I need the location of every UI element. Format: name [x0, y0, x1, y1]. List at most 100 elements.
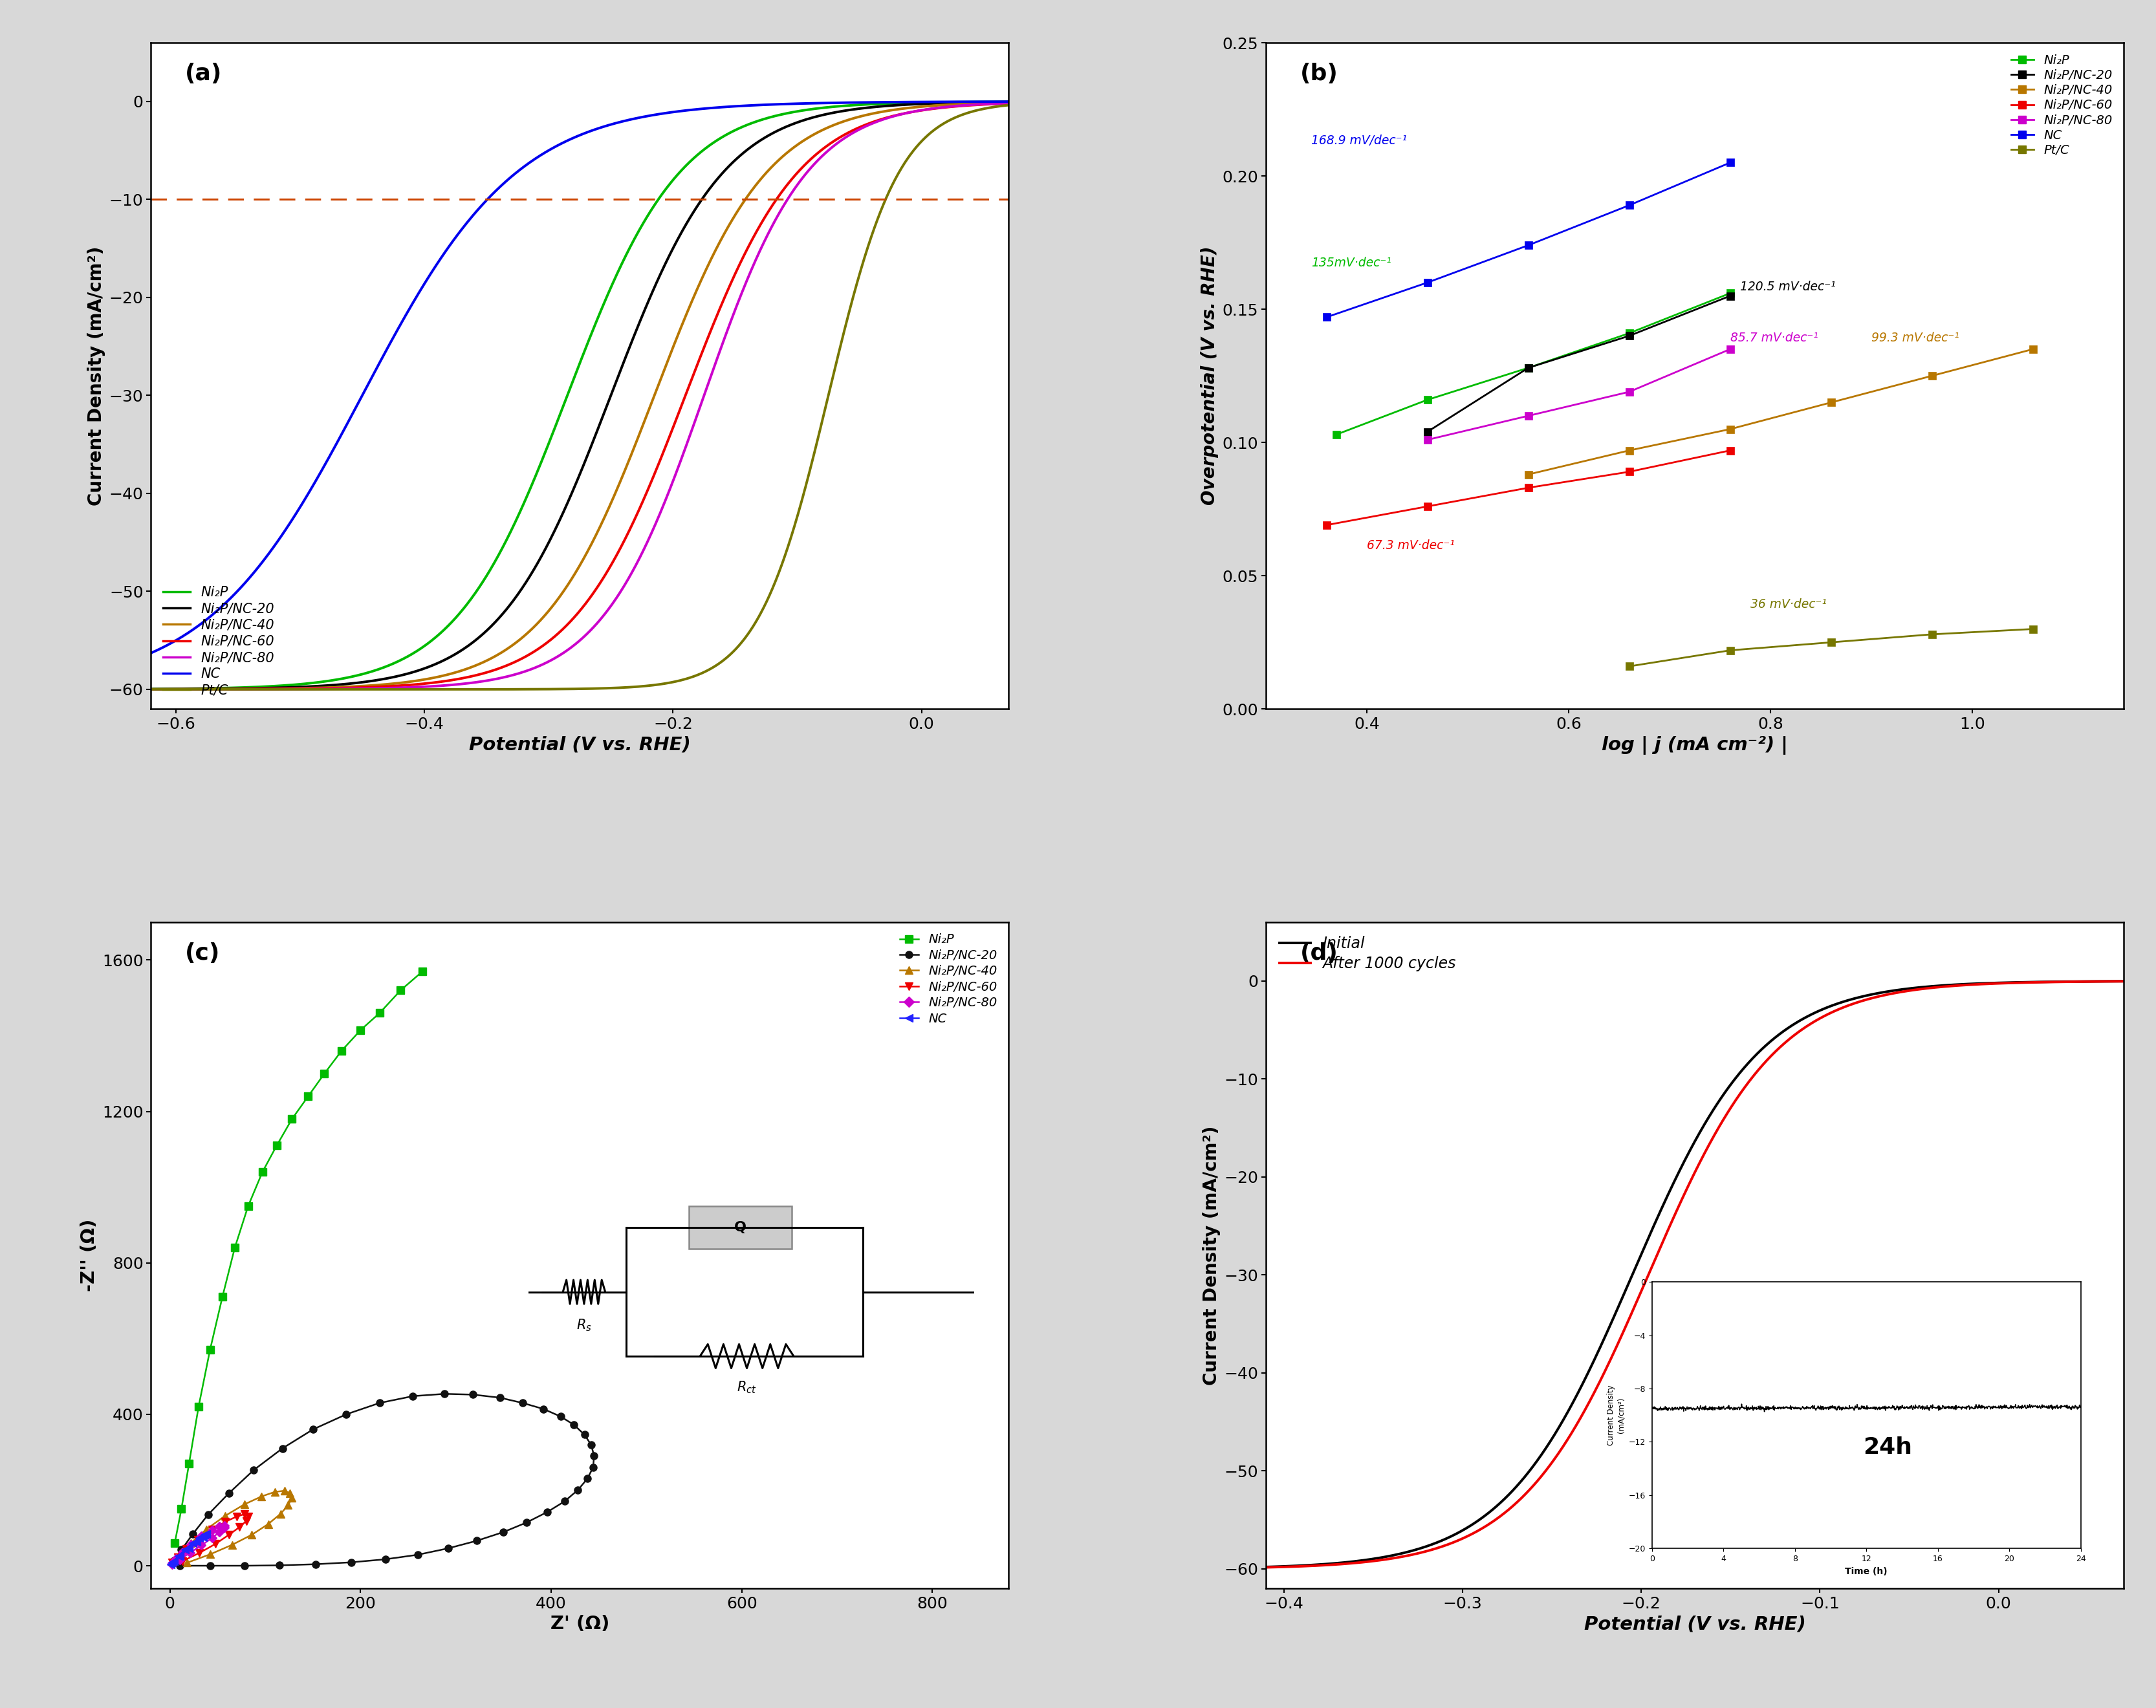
Pt/C — [2020, 618, 2046, 639]
Y-axis label: Current Density (mA/cm²): Current Density (mA/cm²) — [1203, 1126, 1220, 1385]
Ni₂P/NC-20 — [580, 1457, 606, 1477]
Ni₂P/NC-40 — [179, 1532, 205, 1553]
Ni₂P — [970, 92, 996, 113]
Ni₂P — [1324, 424, 1350, 444]
Ni₂P — [222, 1238, 248, 1259]
Ni₂P/NC-60 — [233, 1512, 259, 1532]
Ni₂P/NC-20 — [1516, 357, 1542, 377]
NC — [177, 1539, 203, 1559]
Pt/C — [1617, 656, 1643, 676]
Ni₂P/NC-80 — [166, 1549, 192, 1570]
Ni₂P/NC-60 — [211, 1512, 237, 1532]
Pt/C — [1919, 623, 1945, 644]
Ni₂P/NC-80 — [160, 1554, 185, 1575]
Line: After 1000 cycles: After 1000 cycles — [1248, 982, 2124, 1568]
Ni₂P — [295, 1086, 321, 1107]
Initial — [2111, 970, 2137, 991]
Ni₂P/NC-40 — [166, 1544, 192, 1565]
X-axis label: Potential (V vs. RHE): Potential (V vs. RHE) — [1585, 1616, 1807, 1633]
Ni₂P/NC-20 — [401, 1385, 427, 1406]
Ni₂P/NC-20 — [578, 1435, 604, 1455]
Text: 168.9 mV/dec⁻¹: 168.9 mV/dec⁻¹ — [1311, 135, 1408, 147]
Ni₂P/NC-60 — [203, 1534, 229, 1554]
Ni₂P/NC-20 — [813, 104, 839, 125]
Ni₂P/NC-40 — [248, 1486, 274, 1506]
Initial — [2085, 972, 2111, 992]
Line: Initial: Initial — [1248, 980, 2124, 1568]
Y-axis label: Current Density (mA/cm²): Current Density (mA/cm²) — [88, 246, 106, 506]
Ni₂P/NC-60 — [170, 1551, 196, 1571]
Ni₂P/NC-60 — [198, 1520, 224, 1541]
Ni₂P/NC-40 — [196, 1544, 222, 1565]
Ni₂P/NC-20 — [554, 492, 580, 512]
Ni₂P/NC-80 — [207, 1517, 233, 1537]
NC — [554, 130, 580, 150]
Ni₂P/NC-80 — [188, 1535, 213, 1556]
NC — [192, 1525, 218, 1546]
Ni₂P/NC-60 — [224, 1506, 250, 1527]
Y-axis label: Overpotential (V vs. RHE): Overpotential (V vs. RHE) — [1201, 246, 1218, 506]
X-axis label: Potential (V vs. RHE): Potential (V vs. RHE) — [468, 736, 690, 753]
Ni₂P/NC-60 — [1414, 497, 1440, 518]
Line: Ni₂P: Ni₂P — [170, 968, 427, 1547]
Ni₂P/NC-60 — [1716, 441, 1742, 461]
NC — [1716, 152, 1742, 173]
After 1000 cycles — [1235, 1558, 1261, 1578]
Ni₂P/NC-40 — [1516, 465, 1542, 485]
After 1000 cycles — [1639, 1259, 1664, 1279]
Ni₂P/NC-40 — [254, 1513, 280, 1534]
Ni₂P — [328, 1040, 354, 1061]
Line: NC: NC — [151, 102, 1009, 652]
NC — [970, 92, 996, 113]
Ni₂P — [177, 1454, 203, 1474]
NC — [188, 1527, 213, 1547]
Ni₂P — [168, 1498, 194, 1518]
Ni₂P/NC-40 — [1818, 393, 1843, 413]
Ni₂P/NC-40 — [138, 680, 164, 700]
Ni₂P/NC-60 — [164, 1547, 190, 1568]
Ni₂P/NC-20 — [970, 92, 996, 113]
Pt/C — [533, 678, 558, 699]
Text: 67.3 mV·dec⁻¹: 67.3 mV·dec⁻¹ — [1367, 540, 1455, 552]
Ni₂P/NC-60 — [226, 1517, 252, 1537]
Line: Ni₂P: Ni₂P — [151, 102, 1009, 688]
Ni₂P/NC-20 — [338, 1553, 364, 1573]
NC — [166, 1546, 192, 1566]
X-axis label: Z' (Ω): Z' (Ω) — [550, 1616, 610, 1633]
Ni₂P/NC-80 — [1516, 405, 1542, 425]
Ni₂P/NC-80 — [177, 1542, 203, 1563]
Ni₂P/NC-20 — [487, 1387, 513, 1407]
Ni₂P/NC-60 — [533, 634, 558, 654]
Line: Ni₂P/NC-60: Ni₂P/NC-60 — [151, 104, 1009, 690]
Ni₂P/NC-20 — [179, 1524, 205, 1544]
Ni₂P — [1414, 389, 1440, 410]
Ni₂P/NC-20 — [1414, 422, 1440, 442]
Ni₂P/NC-20 — [509, 1392, 535, 1413]
Ni₂P — [250, 1161, 276, 1182]
Line: Ni₂P/NC-20: Ni₂P/NC-20 — [1423, 292, 1733, 436]
Ni₂P/NC-40 — [276, 1494, 302, 1515]
Pt/C — [138, 680, 164, 700]
Text: (a): (a) — [185, 63, 222, 85]
Ni₂P/NC-80 — [970, 94, 996, 114]
Ni₂P/NC-20 — [552, 1491, 578, 1512]
Ni₂P/NC-80 — [198, 1529, 224, 1549]
Ni₂P/NC-60 — [181, 680, 207, 700]
Ni₂P/NC-40 — [970, 92, 996, 113]
Ni₂P/NC-80 — [1414, 429, 1440, 449]
Ni₂P/NC-20 — [513, 1512, 539, 1532]
Ni₂P/NC-60 — [172, 1539, 198, 1559]
Ni₂P/NC-20 — [582, 1445, 608, 1465]
Ni₂P/NC-20 — [270, 1438, 295, 1459]
Ni₂P/NC-40 — [970, 92, 996, 113]
Ni₂P/NC-40 — [160, 1551, 185, 1571]
Ni₂P/NC-20 — [565, 1479, 591, 1500]
Ni₂P — [263, 1136, 289, 1156]
Ni₂P/NC-20 — [302, 1554, 328, 1575]
Ni₂P/NC-60 — [813, 137, 839, 157]
Ni₂P/NC-20 — [162, 1551, 188, 1571]
Ni₂P/NC-40 — [239, 1525, 265, 1546]
Ni₂P/NC-40 — [1716, 418, 1742, 439]
Ni₂P — [185, 1397, 211, 1418]
Ni₂P/NC-20 — [571, 1424, 597, 1445]
